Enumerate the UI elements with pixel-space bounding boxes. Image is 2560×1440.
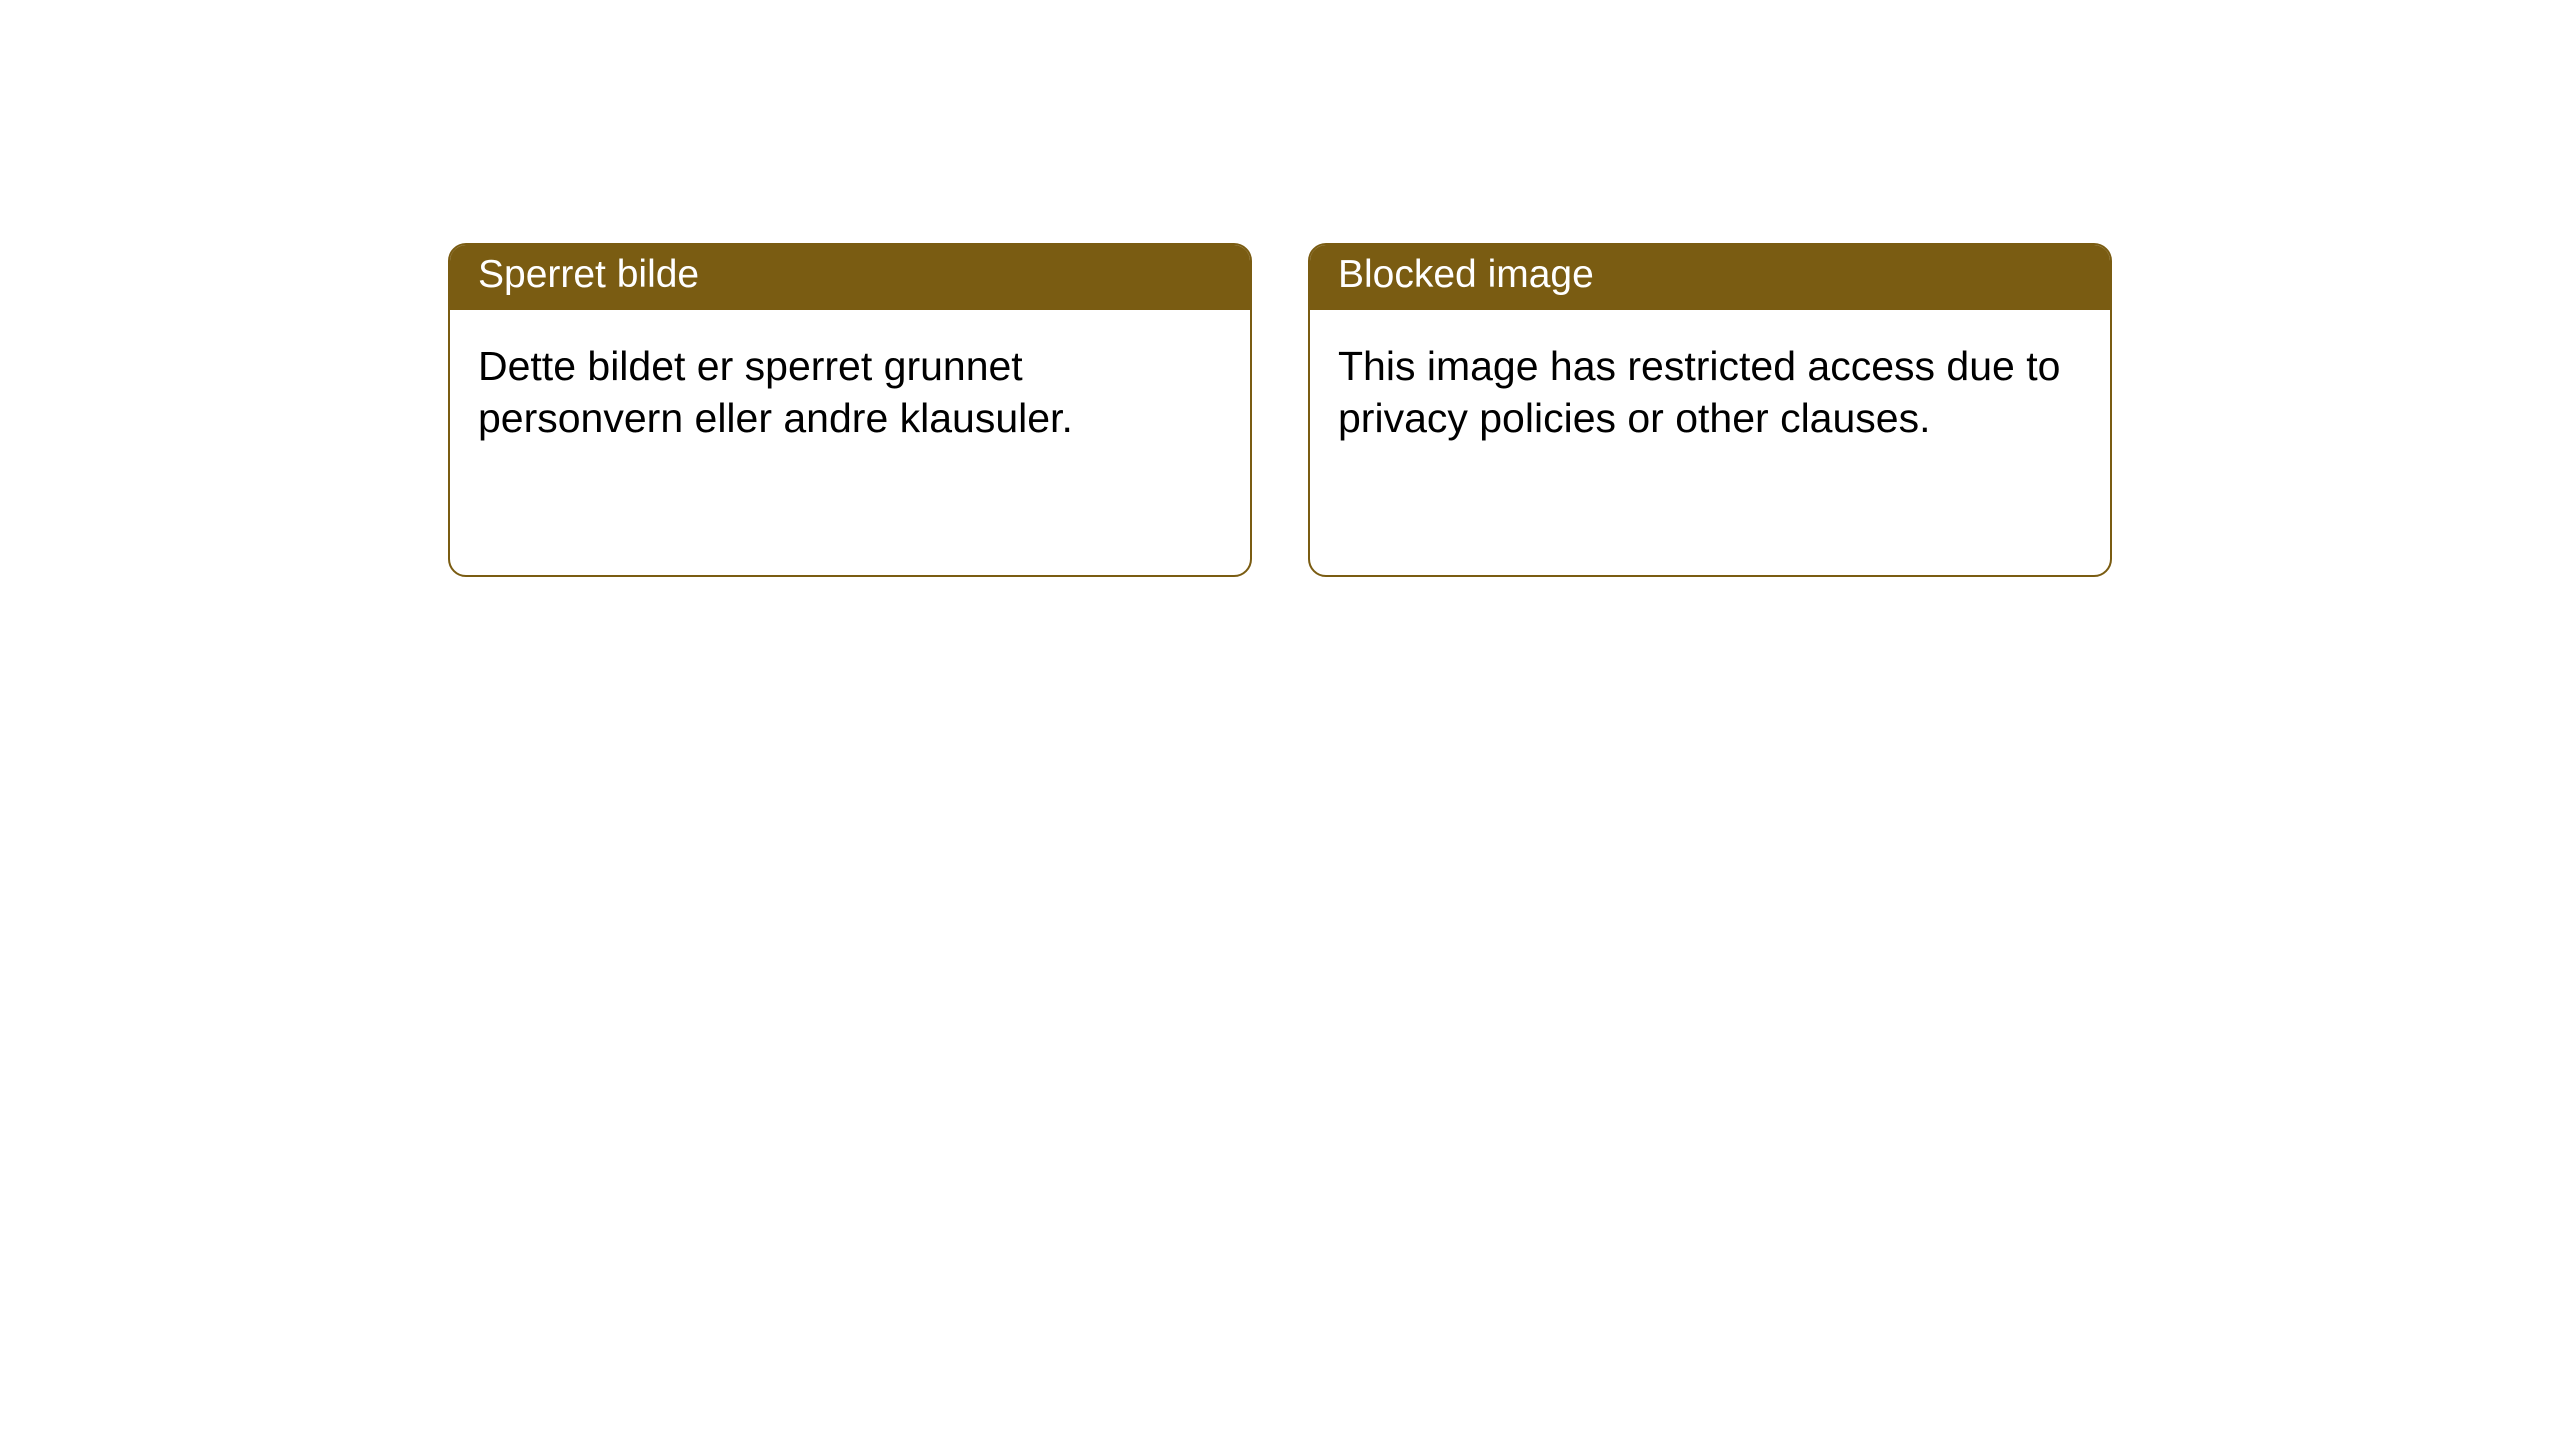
notice-card-english: Blocked image This image has restricted …	[1308, 243, 2112, 577]
notice-header: Sperret bilde	[450, 245, 1250, 310]
notice-container: Sperret bilde Dette bildet er sperret gr…	[0, 0, 2560, 577]
notice-body: This image has restricted access due to …	[1310, 310, 2110, 473]
notice-card-norwegian: Sperret bilde Dette bildet er sperret gr…	[448, 243, 1252, 577]
notice-body: Dette bildet er sperret grunnet personve…	[450, 310, 1250, 473]
notice-header: Blocked image	[1310, 245, 2110, 310]
